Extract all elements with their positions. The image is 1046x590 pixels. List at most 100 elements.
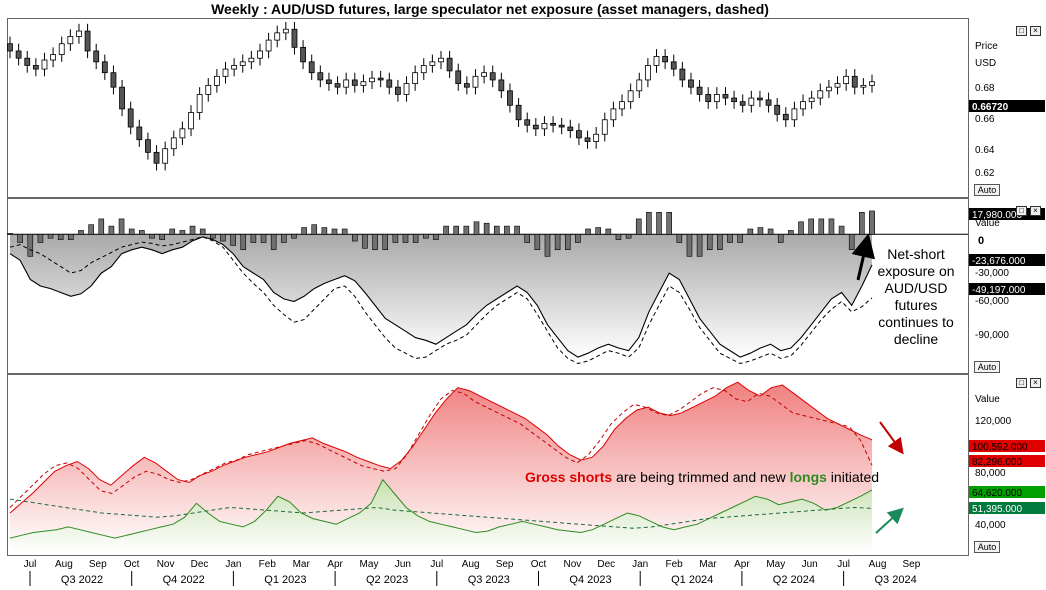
net-change-bar xyxy=(433,234,439,240)
x-month-label: Nov xyxy=(157,559,175,570)
price-tick: 0.62 xyxy=(975,168,995,179)
net-change-bar xyxy=(493,225,500,235)
x-month-label: Aug xyxy=(869,559,887,570)
net-change-bar xyxy=(585,228,591,235)
x-month-label: Mar xyxy=(699,559,717,570)
net-auto-button[interactable]: Auto xyxy=(974,361,1000,373)
chart-title: Weekly : AUD/USD futures, large speculat… xyxy=(211,1,769,17)
price-close-button[interactable]: × xyxy=(1030,26,1041,36)
net-change-bar xyxy=(727,234,733,243)
gross-shorts-line xyxy=(9,381,873,514)
net-change-bar xyxy=(210,234,216,239)
candle-body xyxy=(429,61,436,66)
net-change-bar xyxy=(767,228,774,235)
gross-restore-button[interactable]: □ xyxy=(1016,378,1027,388)
net-change-bar xyxy=(351,234,358,242)
candle-body xyxy=(257,50,263,59)
net-change-bar xyxy=(230,234,236,246)
net-latest-change-bar xyxy=(869,210,875,235)
net-change-bar xyxy=(848,234,855,251)
net-change-bar xyxy=(321,227,328,235)
x-month-label: Jan xyxy=(225,559,241,570)
am-shorts-value: 82,296.000 xyxy=(972,457,1022,468)
net-change-bar xyxy=(47,234,54,239)
gross-tick: 120,000 xyxy=(975,416,1012,427)
candle-body xyxy=(731,97,737,103)
net-change-bar xyxy=(777,234,784,243)
net-change-bar xyxy=(118,218,125,235)
am-longs-value: 51,395.000 xyxy=(972,504,1022,515)
gross-annotation: Gross shorts are being trimmed and new l… xyxy=(525,469,879,486)
candle-body xyxy=(507,90,513,106)
net-tick-zero: 0 xyxy=(978,235,984,247)
price-auto-button[interactable]: Auto xyxy=(974,184,1000,196)
candle-body xyxy=(274,32,281,41)
x-quarter-label: Q1 2024 xyxy=(671,574,713,586)
net-close-button[interactable]: × xyxy=(1030,206,1041,216)
x-month-label: Jul xyxy=(24,559,37,570)
net-change-bar xyxy=(301,227,307,235)
gross-close-button[interactable]: × xyxy=(1030,378,1041,388)
candle-body xyxy=(32,65,39,70)
candle-body xyxy=(636,79,643,92)
candle-body xyxy=(386,79,393,88)
candle-body xyxy=(15,50,22,59)
gross-annotation-longs: longs xyxy=(789,469,827,485)
net-change-bar xyxy=(676,234,683,243)
candle-body xyxy=(757,97,763,101)
candle-body xyxy=(76,30,82,37)
candle-body xyxy=(282,28,289,34)
x-month-label: Jan xyxy=(632,559,648,570)
net-change-bar xyxy=(108,225,115,235)
net-change-bar xyxy=(717,234,723,251)
candle-body xyxy=(326,79,332,84)
am-longs-line xyxy=(9,498,873,529)
net-change-bar xyxy=(686,234,693,257)
price-restore-button[interactable]: □ xyxy=(1016,26,1027,36)
gross-auto-button[interactable]: Auto xyxy=(974,541,1000,553)
net-change-bar xyxy=(859,212,865,235)
net-change-bar xyxy=(564,234,571,251)
net-change-bar xyxy=(575,234,581,243)
x-month-label: Nov xyxy=(564,559,582,570)
net-tick: -90,000 xyxy=(975,330,1009,341)
candle-body xyxy=(162,148,169,164)
x-month-label: Apr xyxy=(327,559,343,570)
x-month-label: Jun xyxy=(802,559,818,570)
candle-body xyxy=(610,108,617,121)
net-change-bar xyxy=(270,234,277,251)
net-change-bar xyxy=(199,228,206,235)
net-change-bar xyxy=(504,225,510,235)
am-shorts-line xyxy=(9,387,873,508)
candle-body xyxy=(705,94,712,103)
candle-body xyxy=(101,61,108,74)
candle-body xyxy=(136,126,143,141)
gross-tick: 80,000 xyxy=(975,468,1006,479)
price-panel xyxy=(7,18,969,198)
net-change-bar xyxy=(514,225,520,235)
net-restore-button[interactable]: □ xyxy=(1016,206,1027,216)
gross-axis-label: Value xyxy=(975,394,1000,405)
x-month-label: Sep xyxy=(89,559,107,570)
candle-body xyxy=(377,77,384,81)
net-change-value: 17,980.000 xyxy=(972,210,1022,221)
x-quarter-label: Q4 2022 xyxy=(163,574,205,586)
net-change-bar xyxy=(453,225,460,235)
last-price-tag xyxy=(969,100,1045,112)
candle-body xyxy=(412,72,419,84)
net-change-bar xyxy=(78,230,84,235)
candle-body xyxy=(765,99,772,106)
net-change-bar xyxy=(524,234,531,243)
candle-body xyxy=(826,86,832,92)
candle-body xyxy=(550,122,556,126)
net-change-bar xyxy=(57,234,64,240)
price-axis-label-2: USD xyxy=(975,58,996,69)
candle-body xyxy=(472,75,479,88)
candle-body xyxy=(869,81,875,86)
net-asset-mgr-tag xyxy=(969,283,1045,295)
net-change-bar xyxy=(463,225,470,235)
x-quarter-label: Q3 2023 xyxy=(468,574,510,586)
net-change-bar xyxy=(362,234,368,249)
x-month-label: Feb xyxy=(665,559,683,570)
candle-body xyxy=(170,137,177,150)
